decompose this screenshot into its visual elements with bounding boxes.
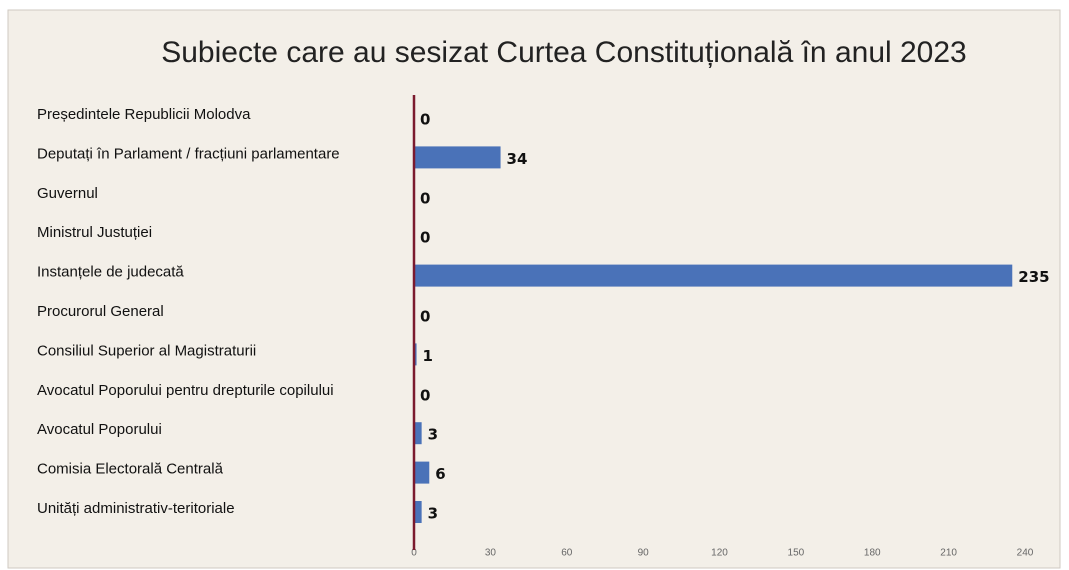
bar — [414, 264, 1013, 287]
x-tick-label: 0 — [411, 548, 417, 559]
value-label: 235 — [1018, 268, 1049, 286]
category-label: Unități administrativ-teritoriale — [37, 500, 235, 517]
category-label: Președintele Republicii Molodva — [37, 106, 251, 123]
x-tick-label: 90 — [638, 548, 650, 559]
category-label: Guvernul — [37, 185, 98, 202]
x-tick-label: 180 — [864, 548, 881, 559]
x-tick-label: 210 — [940, 548, 957, 559]
category-label: Avocatul Poporului — [37, 421, 162, 438]
category-label: Procurorul General — [37, 303, 164, 320]
x-tick-label: 30 — [485, 548, 497, 559]
value-label: 0 — [420, 308, 430, 326]
value-label: 34 — [507, 150, 528, 168]
category-label: Avocatul Poporului pentru drepturile cop… — [37, 382, 334, 399]
category-label: Ministrul Justuției — [37, 224, 152, 241]
value-label: 0 — [420, 386, 430, 404]
x-tick-label: 120 — [711, 548, 728, 559]
value-label: 1 — [423, 347, 433, 365]
value-label: 0 — [420, 189, 430, 207]
bar — [414, 146, 501, 169]
bar — [414, 343, 417, 366]
bar — [414, 422, 422, 445]
value-label: 3 — [428, 426, 438, 444]
category-label: Consiliul Superior al Magistraturii — [37, 342, 256, 359]
bar — [414, 501, 422, 523]
chart-background — [7, 9, 1061, 569]
value-label: 3 — [428, 505, 438, 523]
bar — [414, 461, 430, 484]
category-label: Comisia Electorală Centrală — [37, 461, 224, 478]
category-label: Instanțele de judecată — [37, 264, 184, 281]
chart-title: Subiecte care au sesizat Curtea Constitu… — [161, 36, 967, 69]
x-tick-label: 150 — [788, 548, 805, 559]
category-label: Deputați în Parlament / fracțiuni parlam… — [37, 145, 340, 162]
value-label: 0 — [420, 111, 430, 129]
x-tick-label: 60 — [561, 548, 573, 559]
value-label: 6 — [435, 465, 445, 483]
x-tick-label: 240 — [1017, 548, 1034, 559]
value-label: 0 — [420, 229, 430, 247]
